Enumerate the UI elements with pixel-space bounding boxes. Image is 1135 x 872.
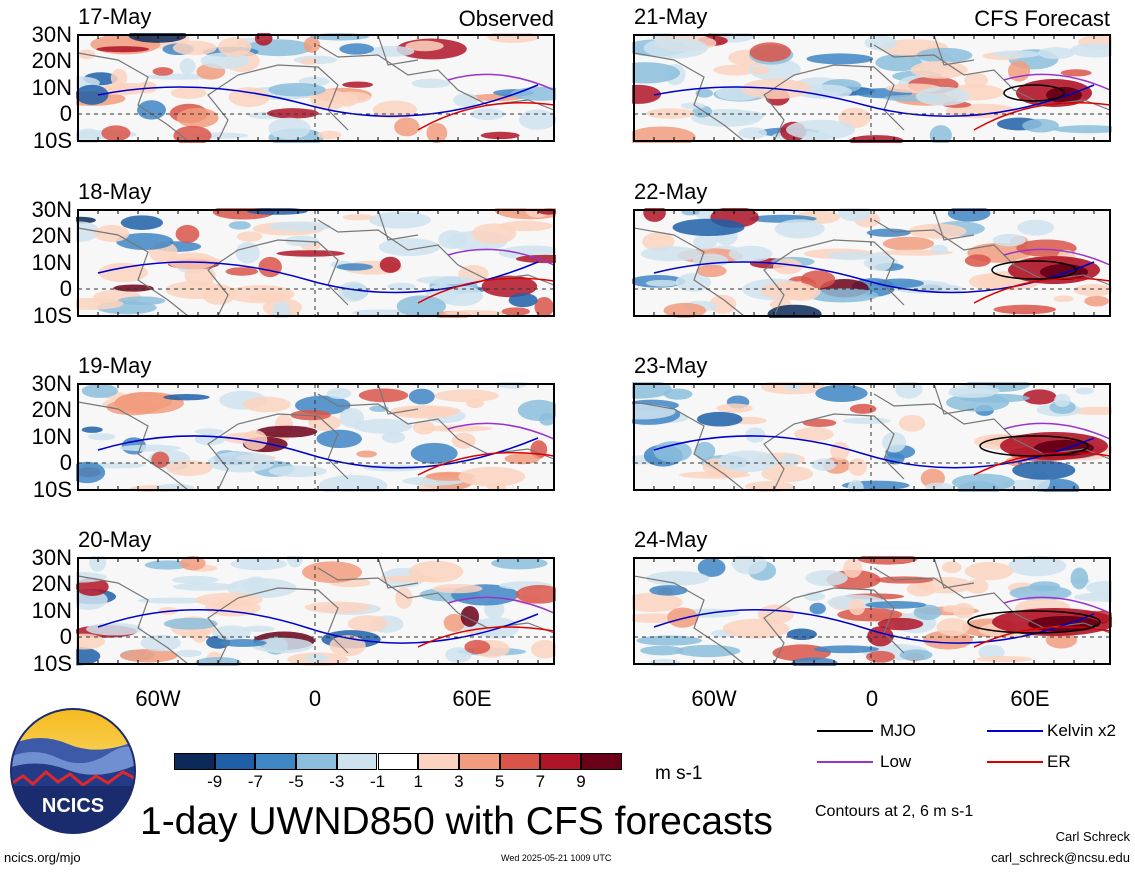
- ncics-logo: NCICS: [10, 708, 136, 834]
- lat-label: 10S: [32, 303, 72, 328]
- lat-label: 0: [59, 450, 72, 475]
- colorbar-label: 5: [494, 772, 505, 791]
- lat-label: 0: [59, 624, 72, 649]
- colorbar-label: -9: [207, 772, 223, 791]
- colorbar-label: 9: [576, 772, 586, 791]
- lon-label: 0: [865, 686, 879, 711]
- lat-label: 30N: [31, 22, 72, 47]
- colorbar-label: -5: [288, 772, 304, 791]
- uwnd-map-panel: [632, 556, 1112, 666]
- colorbar-swatch: [540, 753, 581, 770]
- legend-lines: [817, 730, 873, 763]
- colorbar-label: -1: [369, 772, 386, 791]
- panel-date: 22-May: [634, 179, 708, 204]
- colorbar-label: -7: [247, 772, 263, 791]
- uwnd-map-panel: [632, 382, 1112, 492]
- figure-title: 1-day UWND850 with CFS forecasts: [140, 800, 773, 843]
- colorbar-label: 1: [413, 772, 423, 791]
- lat-label: 10S: [32, 477, 72, 502]
- lat-label: 0: [59, 101, 72, 126]
- colorbar-swatch: [458, 753, 500, 770]
- lat-label: 10S: [32, 651, 72, 676]
- footer-author: Carl Schreck: [1055, 829, 1130, 844]
- lat-label: 20N: [31, 48, 72, 73]
- lat-label: 20N: [31, 223, 72, 248]
- lat-label: 30N: [31, 545, 72, 570]
- colorbar-swatch: [377, 753, 419, 770]
- lat-label: 10S: [32, 128, 72, 153]
- colorbar-swatch: [336, 753, 378, 770]
- colorbar-swatch: [581, 753, 622, 770]
- colorbar-swatch: [296, 753, 337, 770]
- uwnd-map-panel: [76, 208, 556, 318]
- legend-er: ER: [1047, 752, 1071, 771]
- panel-date: 20-May: [78, 527, 152, 552]
- lat-label: 10N: [31, 598, 72, 623]
- panel-date: 21-May: [634, 4, 708, 29]
- panel-date: 24-May: [634, 527, 708, 552]
- panel-title-forecast: CFS Forecast: [974, 6, 1110, 31]
- uwnd-map-panel: [76, 382, 556, 492]
- panel-date: 18-May: [78, 179, 152, 204]
- panel-date: 23-May: [634, 353, 708, 378]
- panel-date: 19-May: [78, 353, 152, 378]
- panel-date: 17-May: [78, 4, 152, 29]
- lat-label: 10N: [31, 424, 72, 449]
- logo-text: NCICS: [42, 795, 104, 817]
- contours-note: Contours at 2, 6 m s-1: [815, 803, 974, 820]
- footer-url: ncics.org/mjo: [4, 850, 81, 865]
- lon-label: 60E: [452, 686, 492, 711]
- uwnd-map-panel: [632, 208, 1112, 318]
- colorbar-swatch: [174, 753, 215, 770]
- uwnd-map-panel: [76, 33, 556, 143]
- footer-email: carl_schreck@ncsu.edu: [991, 850, 1130, 865]
- lat-label: 20N: [31, 571, 72, 596]
- colorbar-label: -3: [329, 772, 345, 791]
- lat-label: 30N: [31, 371, 72, 396]
- legend-lines: [987, 730, 1043, 763]
- lat-label: 30N: [31, 197, 72, 222]
- lat-label: 0: [59, 276, 72, 301]
- lon-label: 60W: [135, 686, 181, 711]
- legend-mjo: MJO: [880, 721, 916, 740]
- uwnd-map-panel: [632, 33, 1112, 143]
- panel-title-observed: Observed: [458, 6, 554, 31]
- colorbar-swatch: [255, 753, 297, 770]
- colorbar-label: 7: [535, 772, 546, 791]
- colorbar-swatch: [499, 753, 541, 770]
- uwnd-map-panel: [76, 556, 556, 666]
- lat-label: 20N: [31, 397, 72, 422]
- legend-low: Low: [880, 752, 912, 771]
- colorbar-swatch: [214, 753, 256, 770]
- lon-label: 0: [308, 686, 322, 711]
- lon-label: 60E: [1010, 686, 1050, 711]
- colorbar-units: m s-1: [655, 763, 703, 784]
- colorbar-swatch: [418, 753, 459, 770]
- footer-timestamp: Wed 2025-05-21 1009 UTC: [501, 853, 612, 863]
- colorbar-label: 3: [454, 772, 464, 791]
- lon-label: 60W: [691, 686, 737, 711]
- lat-label: 10N: [31, 250, 72, 275]
- lat-label: 10N: [31, 75, 72, 100]
- legend-kelvin: Kelvin x2: [1047, 721, 1116, 740]
